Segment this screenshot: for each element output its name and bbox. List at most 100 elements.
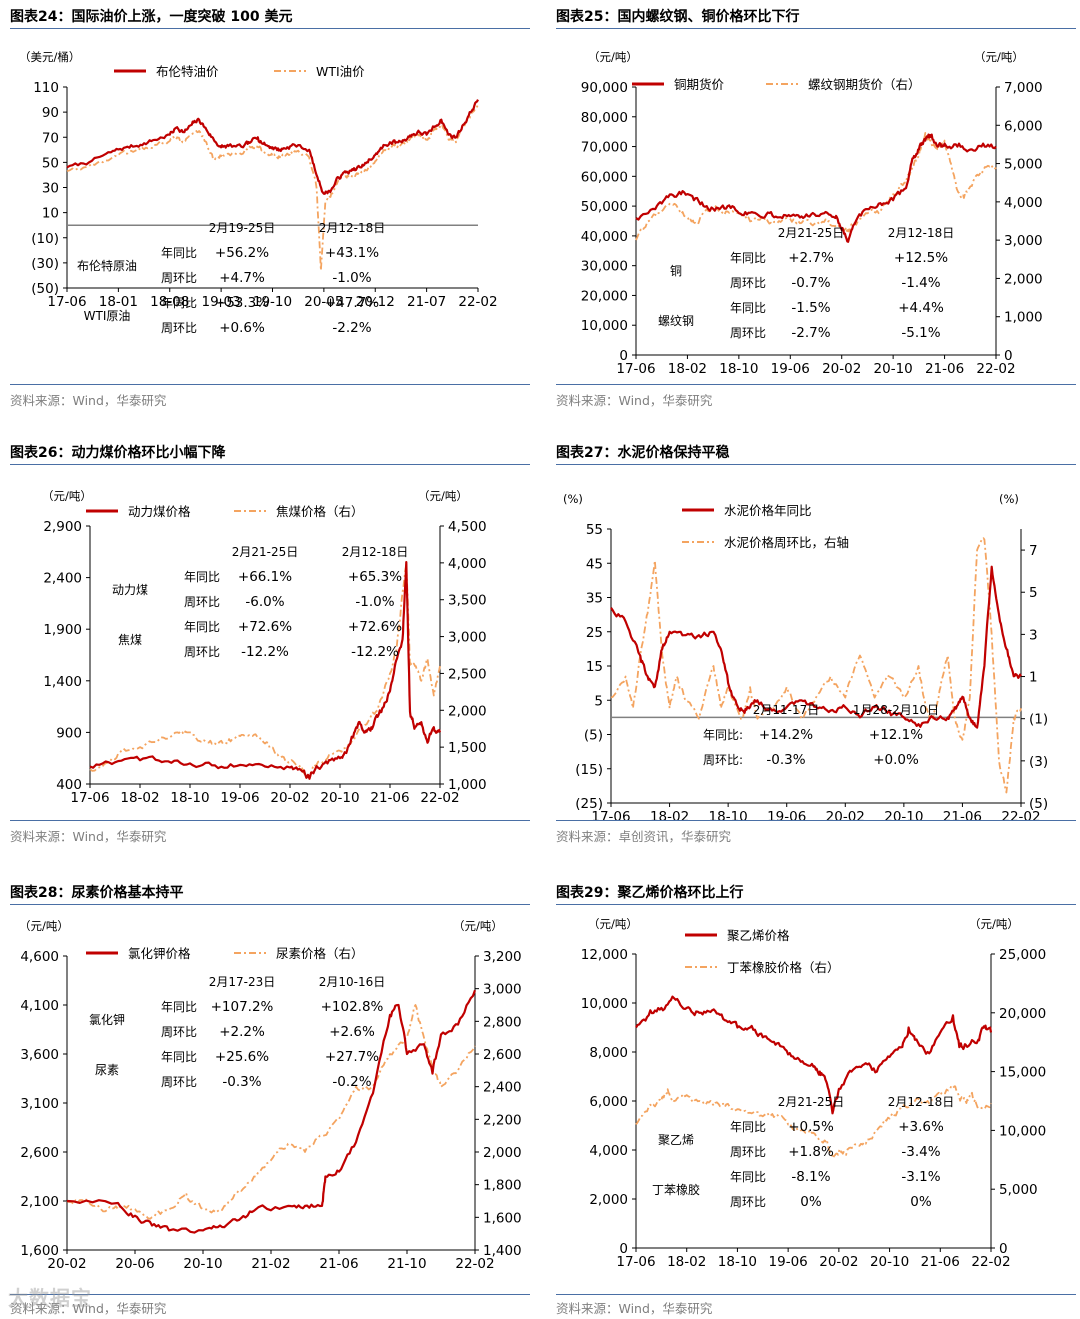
y-tick-label: (25) xyxy=(575,796,603,812)
annotation-value-2: -1.4% xyxy=(901,275,940,291)
y-tick-label: 10,000 xyxy=(581,996,628,1012)
annotation-metric: 年同比 xyxy=(730,301,766,315)
annotation-metric: 周环比 xyxy=(184,595,220,609)
annotation-value-1: -2.7% xyxy=(791,325,830,341)
annotation-value-2: -5.1% xyxy=(901,325,940,341)
y-tick-label-right: 4,000 xyxy=(448,556,487,572)
annotation-value-1: -12.2% xyxy=(241,644,289,660)
annotation-value-2: +47.7% xyxy=(325,295,379,311)
y-tick-label: (50) xyxy=(31,281,59,297)
annotation-value-2: -2.2% xyxy=(332,320,371,336)
chart-panel-26: 图表26：动力煤价格环比小幅下降 （元/吨） （元/吨） 2,900 2,400 1,9… xyxy=(10,442,530,846)
annotation-period-1: 2月21-25日 xyxy=(778,1095,845,1109)
y-tick-label: 55 xyxy=(586,522,603,538)
x-tick-label: 18-02 xyxy=(120,790,159,806)
y-tick-label-right: 1 xyxy=(1029,670,1038,686)
y-tick-label: 70,000 xyxy=(581,140,628,156)
legend-label-1: 尿素价格（右） xyxy=(276,946,364,961)
y-tick-label: 2,900 xyxy=(43,519,82,535)
y-tick-label-right: 2,500 xyxy=(448,666,487,682)
y-tick-label: 3,100 xyxy=(20,1096,59,1112)
y-tick-label-right: 10,000 xyxy=(999,1123,1046,1139)
y-tick-label: 80,000 xyxy=(581,110,628,126)
annotation-value-2: -3.1% xyxy=(901,1169,940,1185)
chart-source: 资料来源：Wind，华泰研究 xyxy=(556,1301,713,1316)
annotation-metric: 年同比 xyxy=(161,296,197,310)
annotation-value-2: +2.6% xyxy=(329,1024,375,1040)
y-tick-label-right: (3) xyxy=(1029,754,1048,770)
title-rule xyxy=(10,904,530,905)
series-line-1 xyxy=(66,1004,476,1220)
chart-source: 资料来源：Wind，华泰研究 xyxy=(10,1301,167,1316)
annotation-group: 氯化钾 xyxy=(89,1013,125,1027)
annotation-value-2: -12.2% xyxy=(351,644,399,660)
y-tick-label-right: 7,000 xyxy=(1004,80,1043,96)
x-tick-label: 20-10 xyxy=(320,790,359,806)
source-rule xyxy=(556,384,1076,385)
annotation-metric: 年同比 xyxy=(161,246,197,260)
y-tick-label-right: 1,400 xyxy=(483,1243,522,1259)
y-tick-label: 2,100 xyxy=(20,1194,59,1210)
annotation-value-1: +1.8% xyxy=(788,1144,834,1160)
annotation-value-2: +12.5% xyxy=(894,250,948,266)
y-tick-label-right: 0 xyxy=(999,1241,1008,1257)
watermark-logo: 大数据宝 xyxy=(8,1286,92,1310)
annotation-value-2: +65.3% xyxy=(348,569,402,585)
annotation-metric: 周环比 xyxy=(184,645,220,659)
x-tick-label: 18-10 xyxy=(170,790,209,806)
x-tick-label: 19-03 xyxy=(202,294,241,310)
x-tick-label: 21-06 xyxy=(925,361,964,377)
title-rule xyxy=(10,464,530,465)
y-tick-label-right: 3 xyxy=(1029,627,1038,643)
series-line-1 xyxy=(66,104,479,272)
annotation-value-1: +72.6% xyxy=(238,619,292,635)
y-tick-label-right: 4,000 xyxy=(1004,195,1043,211)
y-tick-label: 0 xyxy=(619,348,628,364)
annotation-value-2: -1.0% xyxy=(355,594,394,610)
y-tick-label-right: 3,500 xyxy=(448,593,487,609)
annotation-metric: 周环比 xyxy=(730,1195,766,1209)
annotation-metric: 周环比 xyxy=(730,326,766,340)
y-unit-left: （元/吨） xyxy=(42,489,92,503)
legend-label-0: 水泥价格年同比 xyxy=(724,503,812,518)
y-unit-right: （元/吨） xyxy=(969,917,1019,931)
x-tick-label: 19-10 xyxy=(253,294,292,310)
y-tick-label-right: 1,500 xyxy=(448,740,487,756)
x-tick-label: 20-02 xyxy=(270,790,309,806)
y-tick-label: 10 xyxy=(42,206,59,222)
legend-label-0: 氯化钾价格 xyxy=(128,946,191,961)
annotation-value-1: -8.1% xyxy=(791,1169,830,1185)
y-unit-left: （元/吨） xyxy=(19,919,69,933)
annotation-value-1: +56.2% xyxy=(215,245,269,261)
x-tick-label: 18-08 xyxy=(150,294,189,310)
y-tick-label-right: 2,400 xyxy=(483,1080,522,1096)
annotation-group: WTI原油 xyxy=(84,309,131,323)
y-tick-label: 25 xyxy=(586,625,603,641)
y-tick-label: 2,400 xyxy=(43,571,82,587)
annotation-period-2: 2月12-18日 xyxy=(342,545,409,559)
chart-panel-29: 图表29：聚乙烯价格环比上行 （元/吨） （元/吨） 12,000 10,000 8,0… xyxy=(556,882,1076,1316)
series-line-0 xyxy=(89,561,442,780)
annotation-metric: 年同比 xyxy=(730,251,766,265)
legend-label-0: 动力煤价格 xyxy=(128,504,191,519)
annotation-value-2: +4.4% xyxy=(898,300,944,316)
y-tick-label: 6,000 xyxy=(589,1094,628,1110)
annotation-value-1: +4.7% xyxy=(219,270,265,286)
annotation-period-1: 2月21-25日 xyxy=(232,545,299,559)
x-tick-label: 22-02 xyxy=(458,294,497,310)
annotation-value-2: +12.1% xyxy=(869,727,923,743)
chart-source: 资料来源：Wind，华泰研究 xyxy=(556,393,713,408)
y-tick-label-right: 3,200 xyxy=(483,949,522,965)
legend-label-0: 聚乙烯价格 xyxy=(727,928,790,943)
annotation-metric: 周环比 xyxy=(161,271,197,285)
annotation-metric: 周环比 xyxy=(161,1075,197,1089)
y-tick-label: (10) xyxy=(31,231,59,247)
annotation-period-2: 2月12-18日 xyxy=(319,221,386,235)
legend-label-0: 铜期货价 xyxy=(674,77,725,92)
annotation-value-1: +2.2% xyxy=(219,1024,265,1040)
series-line-1 xyxy=(635,1084,992,1160)
annotation-period-1: 2月19-25日 xyxy=(209,221,276,235)
y-tick-label-right: 15,000 xyxy=(999,1065,1046,1081)
chart-svg: （元/吨） （元/吨） 90,000 80,000 70,000 60,000 50,000… xyxy=(581,50,1043,377)
annotation-value-2: 0% xyxy=(910,1194,932,1210)
